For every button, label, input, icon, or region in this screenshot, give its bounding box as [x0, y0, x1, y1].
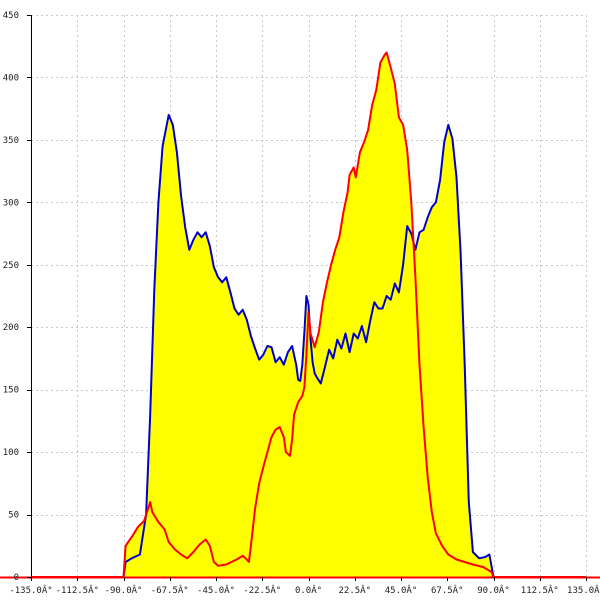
y-tick-label: 150: [3, 386, 19, 396]
series-line: [31, 113, 586, 578]
x-tick-labels: -135.0Â° -112.5Â° -90.0Â° -67.5Â° -45.0Â° -22…: [9, 584, 600, 596]
axes: [0, 15, 600, 581]
x-tick-label: -67.5Â°: [151, 584, 189, 596]
y-tick-label: 200: [3, 323, 19, 333]
y-tick-label: 350: [3, 136, 19, 146]
y-tick-labels: 0 50 100 150 200 250 300 350 400 450: [3, 11, 19, 583]
x-tick-label: -45.0Â°: [197, 584, 235, 596]
x-tick-label: -112.5Â°: [56, 584, 99, 596]
x-tick-label: -22.5Â°: [243, 584, 281, 596]
series-lines: [31, 51, 586, 578]
x-tick-label: 22.5Â°: [338, 584, 371, 596]
y-tick-label: 0: [14, 573, 19, 583]
series-line: [31, 51, 586, 578]
x-tick-label: 0.0Â°: [295, 584, 322, 596]
y-tick-label: 100: [3, 448, 19, 458]
y-tick-label: 50: [8, 511, 19, 521]
x-tick-label: -90.0Â°: [105, 584, 143, 596]
y-tick-label: 450: [3, 11, 19, 21]
x-tick-label: 90.0Â°: [477, 584, 510, 596]
y-tick-label: 400: [3, 73, 19, 83]
y-tick-label: 300: [3, 198, 19, 208]
y-tick-label: 250: [3, 261, 19, 271]
x-tick-label: 135.0Â°: [567, 584, 600, 596]
x-tick-label: 67.5Â°: [431, 584, 464, 596]
x-tick-label: -135.0Â°: [9, 584, 52, 596]
x-tick-label: 45.0Â°: [385, 584, 418, 596]
x-tick-label: 112.5Â°: [521, 584, 559, 596]
